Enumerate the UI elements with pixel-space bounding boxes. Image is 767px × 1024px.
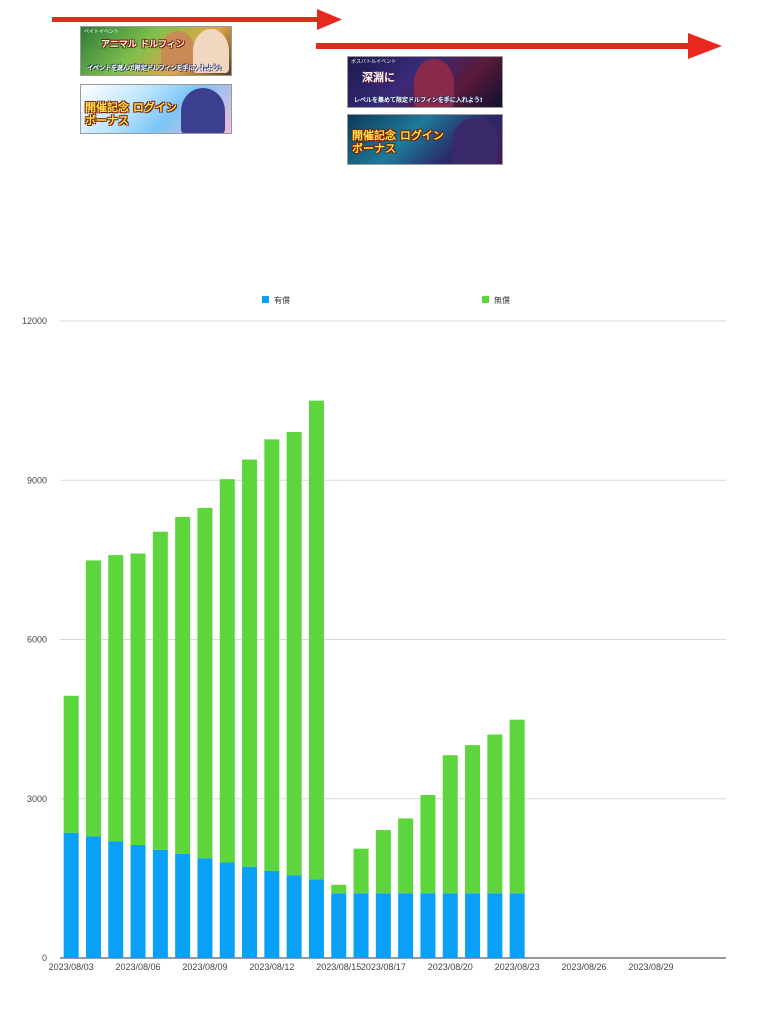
character-illustration <box>161 31 195 71</box>
bar-free <box>219 479 235 863</box>
bar-paid <box>264 870 280 958</box>
banner-title: 深淵に <box>362 71 395 84</box>
bar-free <box>308 400 324 880</box>
bar-free <box>442 755 458 894</box>
bar-free <box>85 560 101 837</box>
character-illustration <box>181 88 225 133</box>
character-illustration <box>414 59 454 107</box>
event-banner-boss-battle[interactable]: ボスバトルイベント 深淵に レベルを集めて限定ドルフィンを手に入れよう! <box>347 56 503 108</box>
chart-bars <box>63 400 525 958</box>
x-tick-label: 2023/08/29 <box>628 962 673 972</box>
bar-free <box>331 884 347 894</box>
bar-paid <box>175 853 191 958</box>
y-tick-label: 3000 <box>27 794 47 804</box>
banner-tag: ボスバトルイベント <box>351 59 397 65</box>
bar-paid <box>219 862 235 958</box>
bar-paid <box>130 844 146 958</box>
x-tick-label: 2023/08/15 <box>316 962 361 972</box>
banner-tag: ベイトイベント <box>84 29 120 35</box>
legend-swatch <box>262 296 269 303</box>
bar-paid <box>331 893 347 958</box>
bar-paid <box>465 893 481 958</box>
bar-free <box>197 507 213 859</box>
bar-free <box>108 555 124 842</box>
x-tick-label: 2023/08/23 <box>495 962 540 972</box>
banner-subtitle: レベルを集めて限定ドルフィンを手に入れよう! <box>354 97 483 104</box>
y-tick-label: 0 <box>42 953 47 963</box>
bar-paid <box>197 858 213 958</box>
x-tick-label: 2023/08/20 <box>428 962 473 972</box>
legend-label: 無償 <box>494 295 510 305</box>
x-tick-label: 2023/08/06 <box>116 962 161 972</box>
bar-paid <box>420 893 436 958</box>
bar-paid <box>375 893 391 958</box>
y-tick-label: 9000 <box>27 475 47 485</box>
legend-swatch <box>482 296 489 303</box>
y-tick-label: 12000 <box>22 316 47 326</box>
bar-free <box>175 516 191 854</box>
x-tick-label: 2023/08/17 <box>361 962 406 972</box>
bar-paid <box>308 879 324 958</box>
x-axis-ticks: 2023/08/03 2023/08/06 2023/08/09 2023/08/12… <box>49 962 674 972</box>
chart-gridlines <box>60 320 726 959</box>
bar-free <box>286 431 302 876</box>
bar-free <box>398 818 414 894</box>
login-bonus-banner-1[interactable]: 開催記念 ログインボーナス <box>80 84 232 134</box>
chart-legend: 有償 無償 <box>262 295 510 305</box>
banner-title: 開催記念 ログインボーナス <box>352 129 444 155</box>
bar-free <box>130 553 146 845</box>
bar-free <box>487 734 503 894</box>
bar-free <box>353 848 369 894</box>
bar-free <box>375 830 391 894</box>
legend-label: 有償 <box>274 295 290 305</box>
bar-free <box>242 459 258 867</box>
bar-paid <box>398 893 414 958</box>
bar-free <box>152 531 168 850</box>
bar-paid <box>85 836 101 958</box>
x-tick-label: 2023/08/03 <box>49 962 94 972</box>
banner-title: アニマル ドルフィン <box>101 40 185 50</box>
login-bonus-banner-2[interactable]: 開催記念 ログインボーナス <box>347 114 503 165</box>
bar-free <box>264 439 280 871</box>
character-illustration <box>193 29 229 73</box>
bar-paid <box>63 832 79 958</box>
bar-free <box>509 719 525 894</box>
bar-free <box>420 795 436 894</box>
bar-free <box>465 745 481 894</box>
character-illustration <box>452 118 498 164</box>
bar-paid <box>509 893 525 958</box>
x-tick-label: 2023/08/12 <box>249 962 294 972</box>
bar-paid <box>286 875 302 958</box>
bar-paid <box>152 849 168 958</box>
y-tick-label: 6000 <box>27 635 47 645</box>
banner-title: 開催記念 ログインボーナス <box>85 101 177 127</box>
bar-paid <box>242 866 258 958</box>
bar-paid <box>487 893 503 958</box>
x-tick-label: 2023/08/26 <box>562 962 607 972</box>
event-banner-animal[interactable]: ベイトイベント アニマル ドルフィン イベントを遊んで限定ドルフィンを手に入れよ… <box>80 26 232 76</box>
x-tick-label: 2023/08/09 <box>182 962 227 972</box>
bar-paid <box>442 893 458 958</box>
bar-paid <box>108 841 124 958</box>
y-axis-ticks: 0 3000 6000 9000 12000 <box>22 316 47 963</box>
banner-subtitle: イベントを遊んで限定ドルフィンを手に入れよう! <box>87 65 222 72</box>
bar-paid <box>353 893 369 958</box>
bar-free <box>63 695 79 833</box>
